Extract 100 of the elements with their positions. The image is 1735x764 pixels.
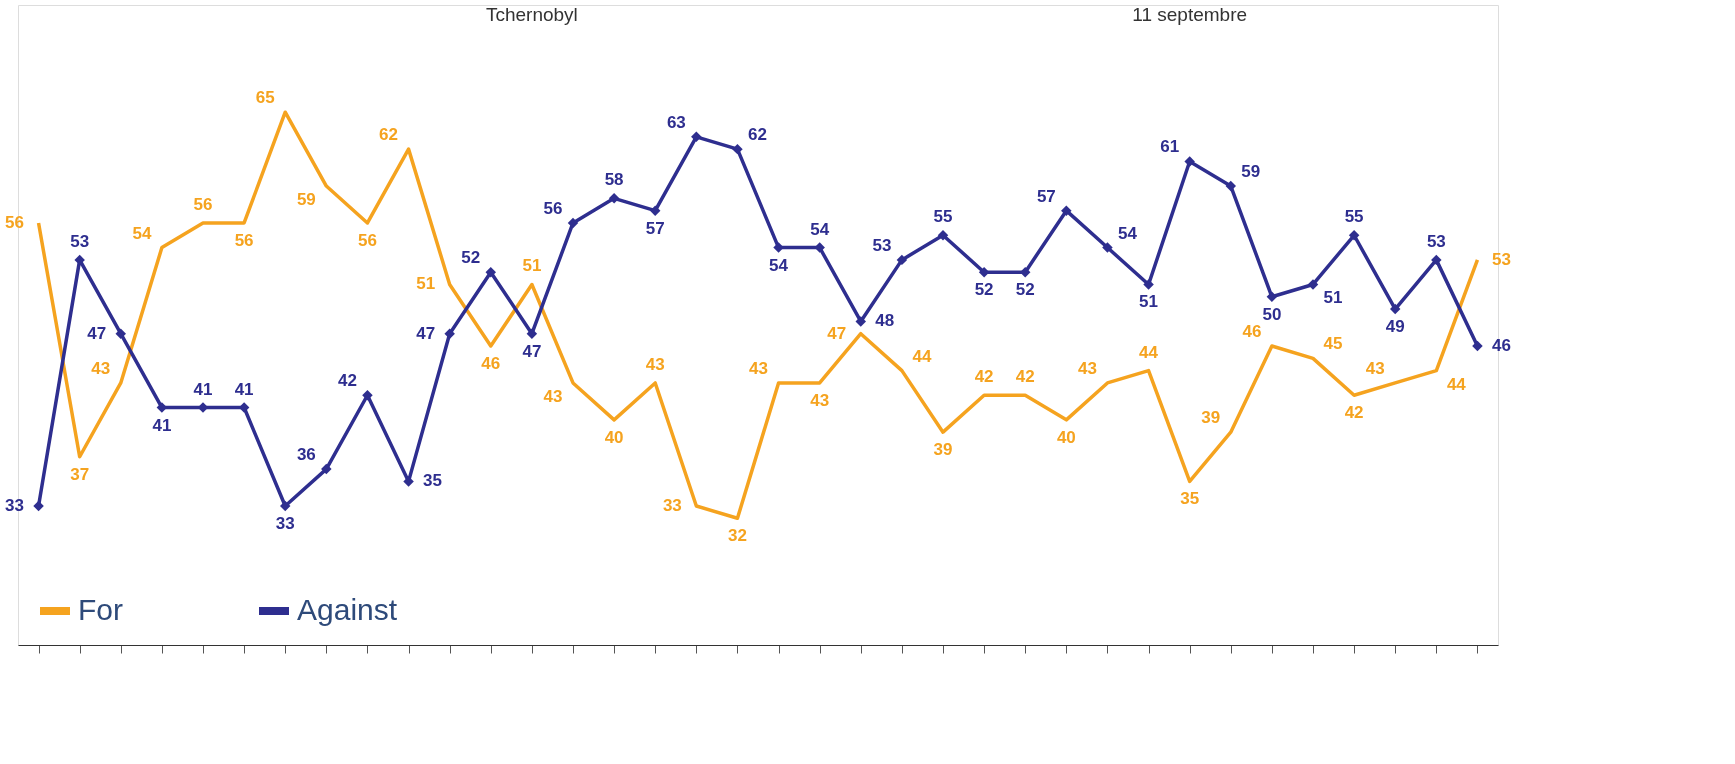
data-label: 47 xyxy=(522,341,542,361)
data-label: 33 xyxy=(275,513,295,533)
legend-label: For xyxy=(78,593,124,626)
point xyxy=(485,266,497,278)
data-label: 49 xyxy=(1385,317,1405,337)
point xyxy=(1143,279,1154,290)
data-label: 57 xyxy=(1036,186,1056,206)
point xyxy=(1061,205,1072,216)
data-label: 41 xyxy=(234,379,254,399)
data-label: 54 xyxy=(1117,223,1138,243)
data-label: 56 xyxy=(543,198,563,218)
data-label: 51 xyxy=(1323,288,1343,308)
data-label: 57 xyxy=(645,218,665,238)
data-label: 56 xyxy=(5,212,25,232)
data-label: 43 xyxy=(1365,358,1385,378)
point xyxy=(732,143,743,155)
data-label: 32 xyxy=(727,526,747,546)
data-label: 59 xyxy=(296,190,316,210)
data-label: 51 xyxy=(1139,292,1159,312)
point xyxy=(1348,230,1360,241)
point xyxy=(773,242,784,253)
point xyxy=(279,500,291,512)
data-label: 39 xyxy=(933,440,953,460)
data-label: 42 xyxy=(1344,403,1364,423)
point xyxy=(1102,242,1113,253)
data-label: 51 xyxy=(522,256,542,276)
point xyxy=(855,316,867,327)
point xyxy=(321,463,332,475)
point xyxy=(1389,303,1401,315)
data-label: 53 xyxy=(1491,249,1511,269)
legend-label: Against xyxy=(297,593,398,626)
point xyxy=(362,390,373,401)
data-label: 56 xyxy=(193,194,213,214)
point xyxy=(937,230,949,241)
data-label: 35 xyxy=(423,471,443,491)
data-label: 53 xyxy=(1426,231,1446,251)
data-label: 47 xyxy=(87,323,107,343)
data-label: 63 xyxy=(666,112,686,132)
data-label: 43 xyxy=(749,358,769,378)
point xyxy=(691,131,702,143)
data-label: 65 xyxy=(255,88,275,108)
data-label: 43 xyxy=(1077,358,1097,378)
point xyxy=(1431,254,1442,266)
point xyxy=(1225,180,1237,192)
data-label: 54 xyxy=(810,219,830,239)
data-label: 40 xyxy=(1056,427,1076,447)
point xyxy=(649,205,661,216)
data-label: 55 xyxy=(1344,207,1364,227)
data-label: 40 xyxy=(604,427,624,447)
data-label: 44 xyxy=(1446,374,1467,394)
data-label: 41 xyxy=(193,379,213,399)
data-label: 58 xyxy=(604,170,624,190)
data-label: 42 xyxy=(974,367,994,387)
data-label: 50 xyxy=(1262,304,1282,324)
data-label: 44 xyxy=(1139,342,1159,362)
data-label: 43 xyxy=(543,386,563,406)
data-label: 54 xyxy=(769,255,789,275)
point xyxy=(444,328,455,339)
point xyxy=(1307,279,1319,290)
data-label: 42 xyxy=(1015,367,1035,387)
data-label: 37 xyxy=(70,464,90,484)
data-label: 62 xyxy=(379,125,399,145)
data-label: 54 xyxy=(132,223,152,243)
data-label: 43 xyxy=(810,390,830,410)
data-label: 36 xyxy=(296,445,316,465)
data-label: 33 xyxy=(662,495,682,515)
data-label: 52 xyxy=(974,280,994,300)
point xyxy=(896,254,908,266)
point xyxy=(115,328,127,339)
data-label: 56 xyxy=(357,230,377,250)
data-label: 46 xyxy=(481,354,501,374)
text: 11 septembre xyxy=(1132,4,1248,25)
data-label: 42 xyxy=(337,371,357,391)
point xyxy=(403,476,414,487)
data-label: 35 xyxy=(1180,489,1200,509)
data-label: 43 xyxy=(91,358,111,378)
point xyxy=(1266,291,1278,303)
data-label: 43 xyxy=(645,354,665,374)
data-label: 46 xyxy=(1491,336,1511,356)
text: Tchernobyl xyxy=(485,4,578,25)
data-label: 53 xyxy=(70,231,90,251)
point xyxy=(1472,340,1483,352)
data-label: 51 xyxy=(416,274,436,294)
data-label: 52 xyxy=(461,248,481,268)
data-label: 39 xyxy=(1201,408,1221,428)
data-label: 47 xyxy=(416,323,436,343)
data-label: 45 xyxy=(1323,334,1343,354)
data-label: 41 xyxy=(152,415,172,435)
data-label: 44 xyxy=(912,346,932,366)
point xyxy=(33,500,44,512)
data-label: 61 xyxy=(1160,137,1180,157)
data-label: 56 xyxy=(234,230,254,250)
point xyxy=(526,328,538,339)
point xyxy=(567,217,579,229)
data-label: 48 xyxy=(875,311,895,331)
data-label: 62 xyxy=(747,125,767,145)
data-label: 47 xyxy=(827,323,847,343)
point xyxy=(1184,156,1195,167)
data-label: 59 xyxy=(1241,162,1261,182)
data-label: 52 xyxy=(1015,280,1035,300)
